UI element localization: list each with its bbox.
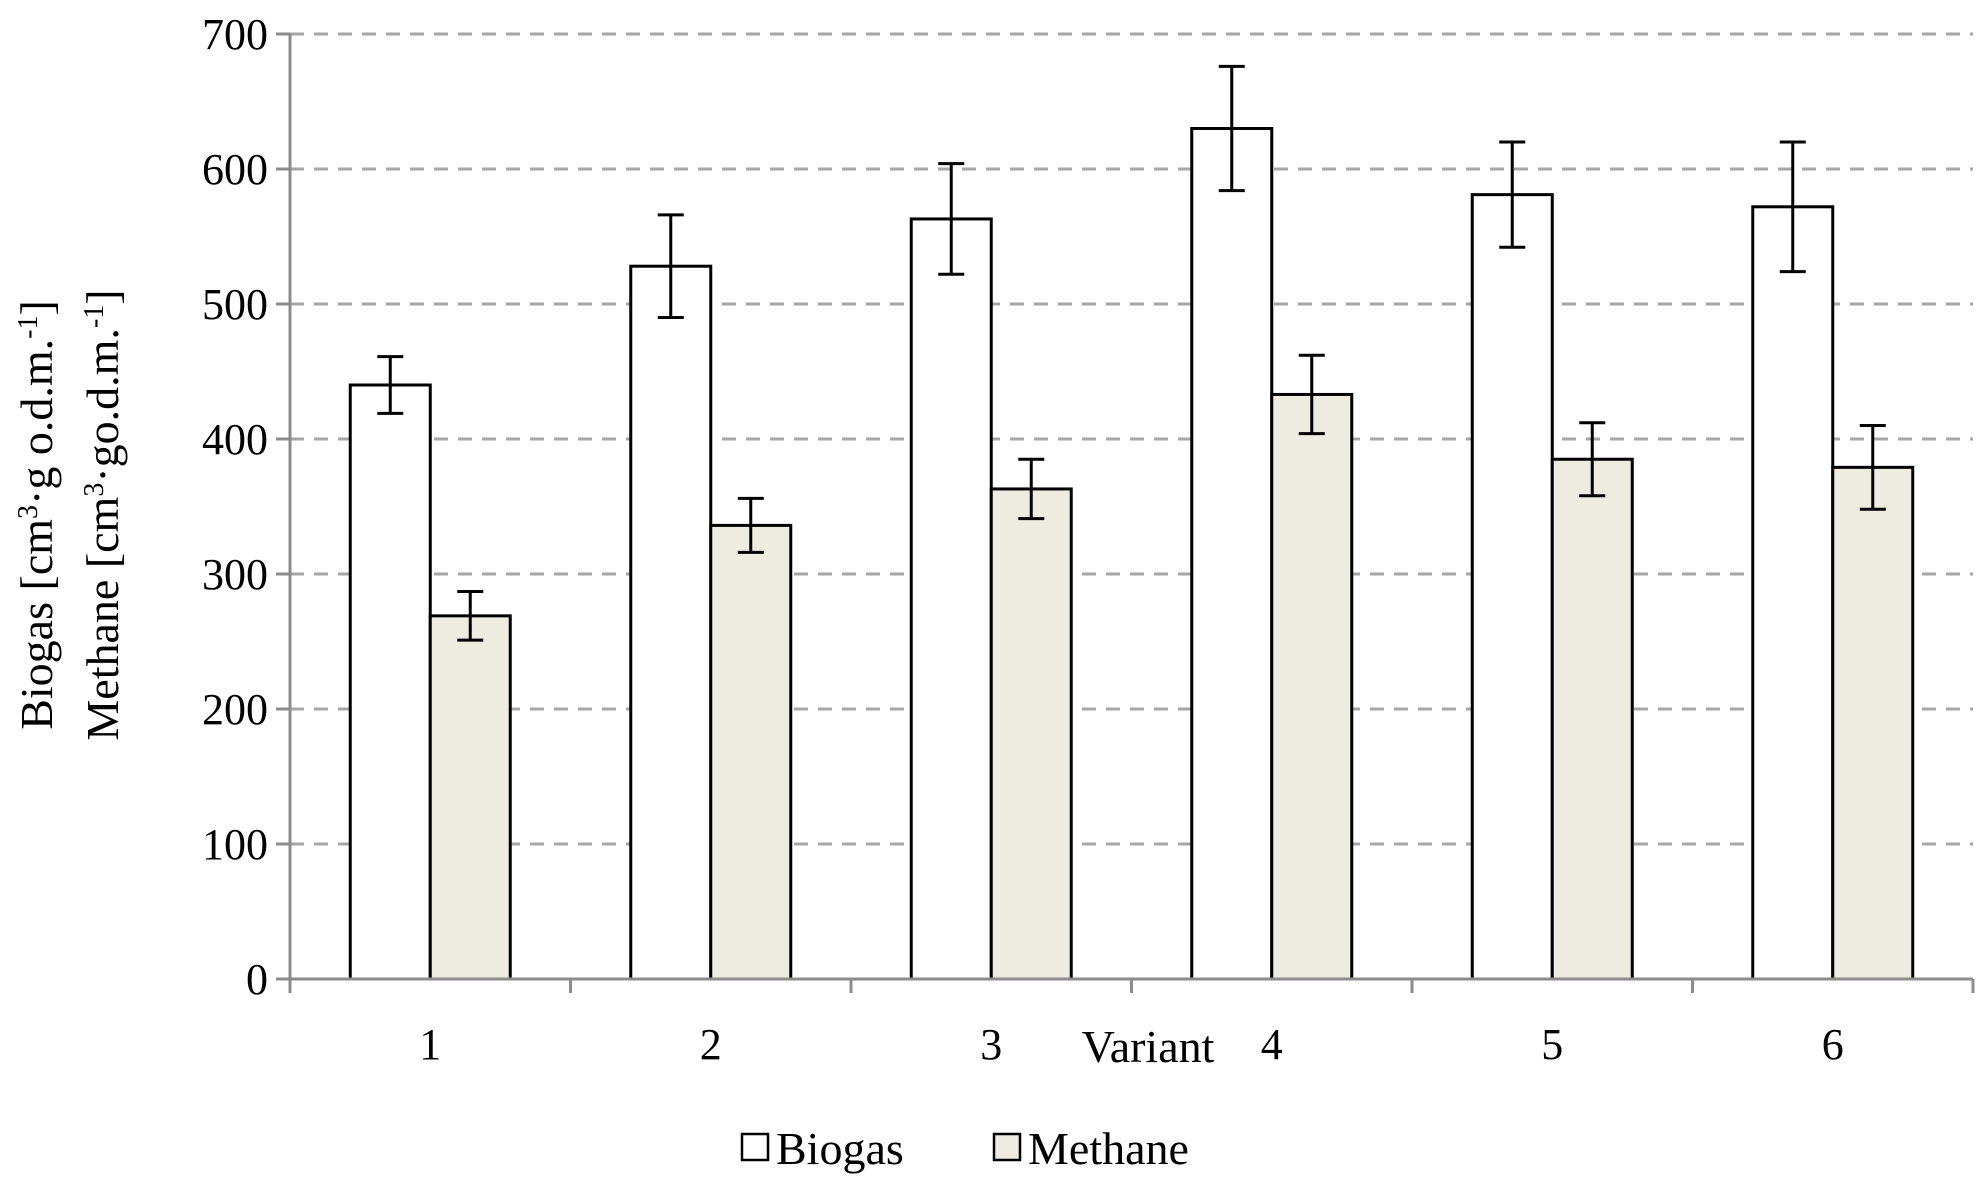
bar-methane-2 [709, 523, 793, 981]
legend: Biogas Methane [740, 1123, 1189, 1174]
error-bar-methane-5 [1579, 421, 1606, 498]
error-bar-biogas-5 [1499, 140, 1526, 249]
error-bar-methane-2 [737, 496, 764, 554]
bar-biogas-5 [1470, 193, 1554, 981]
bar-methane-5 [1550, 457, 1634, 981]
bar-biogas-2 [629, 264, 713, 981]
bar-methane-6 [1831, 465, 1915, 981]
y-tick-label: 700 [202, 10, 268, 59]
y-tick-label: 400 [202, 415, 268, 464]
gridlines [290, 32, 1973, 846]
legend-swatch-methane [992, 1132, 1022, 1162]
error-bar-biogas-3 [938, 162, 965, 276]
bar-methane-3 [989, 487, 1073, 981]
error-bar-methane-3 [1018, 457, 1045, 521]
legend-label-methane: Methane [1028, 1123, 1189, 1174]
error-bar-methane-1 [457, 590, 484, 642]
error-bar-biogas-2 [657, 213, 684, 319]
y-tick-label: 0 [246, 955, 268, 1004]
legend-label-biogas: Biogas [776, 1123, 904, 1174]
y-tick-label: 600 [202, 145, 268, 194]
error-bar-methane-4 [1298, 353, 1325, 436]
y-axis-title-biogas: Biogas [cm3·g o.d.m.-1] [11, 300, 62, 730]
x-tick-label: 4 [1261, 1020, 1283, 1069]
axes [276, 32, 1975, 993]
y-tick-label: 100 [202, 820, 268, 869]
y-tick-labels: 0 100 200 300 400 500 600 700 [202, 10, 268, 1004]
bar-biogas-1 [348, 383, 432, 981]
x-tick-labels: 1 2 3 4 5 6 [419, 1020, 1844, 1069]
x-tick-label: 1 [419, 1020, 441, 1069]
x-tick-label: 5 [1541, 1020, 1563, 1069]
error-bar-biogas-4 [1218, 64, 1245, 193]
bar-biogas-6 [1751, 205, 1835, 981]
y-tick-label: 300 [202, 550, 268, 599]
x-tick-label: 3 [980, 1020, 1002, 1069]
bar-biogas-3 [909, 217, 993, 981]
x-tick-label: 2 [700, 1020, 722, 1069]
y-axis-title-methane: Methane [cm3·go.d.m.-1] [77, 289, 128, 740]
x-axis-title: Variant [1082, 1021, 1215, 1072]
y-tick-label: 500 [202, 280, 268, 329]
y-tick-label: 200 [202, 685, 268, 734]
bar-methane-4 [1270, 392, 1354, 981]
legend-swatch-biogas [740, 1132, 770, 1162]
error-bar-biogas-1 [377, 355, 404, 415]
x-tick-label: 6 [1822, 1020, 1844, 1069]
bar-biogas-4 [1190, 127, 1274, 981]
y-axis-title: Biogas [cm3·g o.d.m.-1] Methane [cm3·go.… [11, 289, 128, 740]
error-bar-methane-6 [1859, 424, 1886, 511]
bars [348, 64, 1915, 981]
bar-methane-1 [428, 614, 512, 981]
error-bar-biogas-6 [1779, 140, 1806, 274]
